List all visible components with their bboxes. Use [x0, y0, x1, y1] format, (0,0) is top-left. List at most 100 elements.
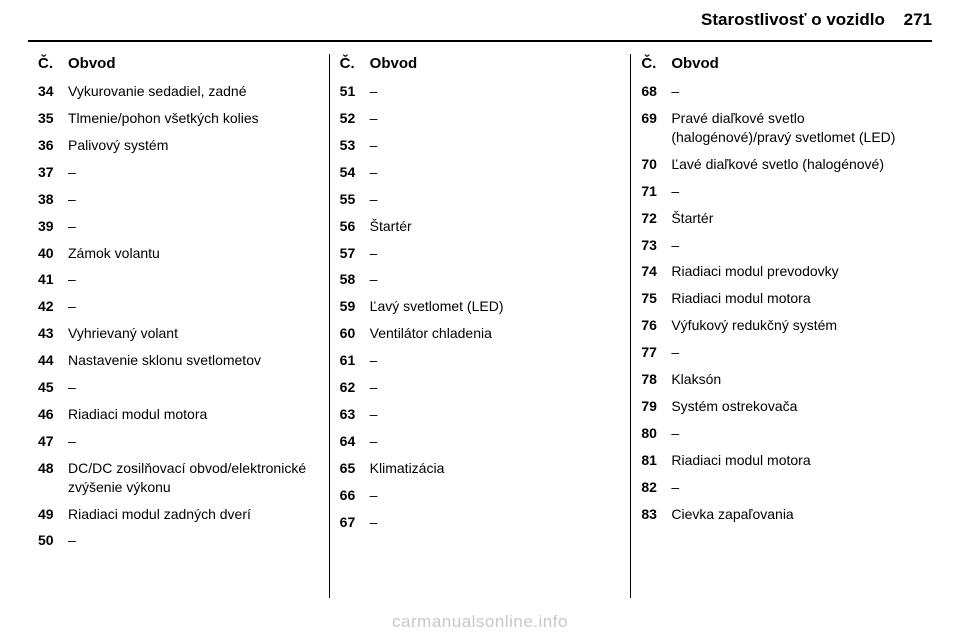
- fuse-number: 46: [38, 405, 68, 424]
- fuse-number: 54: [340, 163, 370, 182]
- fuse-label: –: [370, 513, 621, 532]
- fuse-label: Riadiaci modul prevodovky: [671, 262, 922, 281]
- page-header: Starostlivosť o vozidlo 271: [701, 10, 932, 30]
- fuse-number: 36: [38, 136, 68, 155]
- fuse-number: 74: [641, 262, 671, 281]
- table-row: 73–: [641, 236, 922, 255]
- header-circuit: Obvod: [68, 54, 116, 74]
- table-row: 57–: [340, 244, 621, 263]
- fuse-label: –: [68, 190, 319, 209]
- fuse-label: Ľavý svetlomet (LED): [370, 297, 621, 316]
- fuse-number: 62: [340, 378, 370, 397]
- table-row: 80–: [641, 424, 922, 443]
- fuse-number: 71: [641, 182, 671, 201]
- fuse-number: 48: [38, 459, 68, 497]
- fuse-label: Pravé diaľkové svetlo (halogénové)/pravý…: [671, 109, 922, 147]
- header-circuit: Obvod: [671, 54, 719, 74]
- fuse-label: Nastavenie sklonu svetlometov: [68, 351, 319, 370]
- fuse-number: 35: [38, 109, 68, 128]
- fuse-label: –: [370, 378, 621, 397]
- fuse-number: 37: [38, 163, 68, 182]
- watermark-footer: carmanualsonline.info: [0, 612, 960, 632]
- fuse-number: 56: [340, 217, 370, 236]
- column-3: Č. Obvod 68–69Pravé diaľkové svetlo (hal…: [630, 54, 932, 598]
- fuse-table: Č. Obvod 34Vykurovanie sedadiel, zadné35…: [28, 54, 932, 598]
- fuse-number: 79: [641, 397, 671, 416]
- fuse-number: 45: [38, 378, 68, 397]
- fuse-number: 53: [340, 136, 370, 155]
- fuse-number: 59: [340, 297, 370, 316]
- fuse-label: Cievka zapaľovania: [671, 505, 922, 524]
- fuse-label: –: [370, 190, 621, 209]
- fuse-number: 61: [340, 351, 370, 370]
- table-row: 70Ľavé diaľkové svetlo (halogénové): [641, 155, 922, 174]
- header-num: Č.: [38, 54, 68, 74]
- fuse-number: 82: [641, 478, 671, 497]
- fuse-label: –: [68, 217, 319, 236]
- table-row: 38–: [38, 190, 319, 209]
- table-row: 43Vyhrievaný volant: [38, 324, 319, 343]
- fuse-label: –: [68, 378, 319, 397]
- table-row: 72Štartér: [641, 209, 922, 228]
- fuse-label: Riadiaci modul motora: [68, 405, 319, 424]
- table-row: 79Systém ostrekovača: [641, 397, 922, 416]
- fuse-number: 57: [340, 244, 370, 263]
- table-row: 83Cievka zapaľovania: [641, 505, 922, 524]
- table-row: 78Klaksón: [641, 370, 922, 389]
- table-row: 50–: [38, 531, 319, 550]
- fuse-number: 72: [641, 209, 671, 228]
- table-row: 63–: [340, 405, 621, 424]
- fuse-label: –: [370, 163, 621, 182]
- table-row: 59Ľavý svetlomet (LED): [340, 297, 621, 316]
- fuse-label: –: [370, 486, 621, 505]
- fuse-number: 63: [340, 405, 370, 424]
- fuse-label: Klaksón: [671, 370, 922, 389]
- fuse-number: 41: [38, 270, 68, 289]
- table-row: 77–: [641, 343, 922, 362]
- fuse-label: –: [671, 182, 922, 201]
- table-row: 64–: [340, 432, 621, 451]
- table-row: 82–: [641, 478, 922, 497]
- table-row: 46Riadiaci modul motora: [38, 405, 319, 424]
- fuse-label: –: [68, 432, 319, 451]
- fuse-label: Palivový systém: [68, 136, 319, 155]
- table-row: 47–: [38, 432, 319, 451]
- table-row: 37–: [38, 163, 319, 182]
- column-header: Č. Obvod: [340, 54, 621, 74]
- fuse-number: 52: [340, 109, 370, 128]
- fuse-number: 50: [38, 531, 68, 550]
- fuse-number: 77: [641, 343, 671, 362]
- fuse-label: Riadiaci modul motora: [671, 289, 922, 308]
- fuse-number: 43: [38, 324, 68, 343]
- fuse-number: 58: [340, 270, 370, 289]
- fuse-number: 49: [38, 505, 68, 524]
- column-header: Č. Obvod: [38, 54, 319, 74]
- column-2: Č. Obvod 51–52–53–54–55–56Štartér57–58–5…: [329, 54, 631, 598]
- fuse-label: –: [68, 531, 319, 550]
- table-row: 49Riadiaci modul zadných dverí: [38, 505, 319, 524]
- fuse-label: –: [671, 343, 922, 362]
- fuse-number: 55: [340, 190, 370, 209]
- fuse-label: –: [68, 270, 319, 289]
- fuse-number: 39: [38, 217, 68, 236]
- table-row: 62–: [340, 378, 621, 397]
- fuse-label: Výfukový redukčný systém: [671, 316, 922, 335]
- fuse-label: Systém ostrekovača: [671, 397, 922, 416]
- fuse-label: –: [370, 270, 621, 289]
- table-row: 45–: [38, 378, 319, 397]
- fuse-number: 68: [641, 82, 671, 101]
- fuse-label: Riadiaci modul motora: [671, 451, 922, 470]
- table-row: 52–: [340, 109, 621, 128]
- table-row: 48DC/DC zosilňovací obvod/elektronické z…: [38, 459, 319, 497]
- fuse-number: 44: [38, 351, 68, 370]
- section-title: Starostlivosť o vozidlo: [701, 10, 885, 29]
- fuse-number: 76: [641, 316, 671, 335]
- fuse-label: Ventilátor chladenia: [370, 324, 621, 343]
- fuse-number: 80: [641, 424, 671, 443]
- fuse-label: Štartér: [671, 209, 922, 228]
- header-circuit: Obvod: [370, 54, 418, 74]
- fuse-label: Tlmenie/pohon všetkých kolies: [68, 109, 319, 128]
- footer-text: carmanualsonline.info: [392, 612, 568, 631]
- table-row: 36Palivový systém: [38, 136, 319, 155]
- column-header: Č. Obvod: [641, 54, 922, 74]
